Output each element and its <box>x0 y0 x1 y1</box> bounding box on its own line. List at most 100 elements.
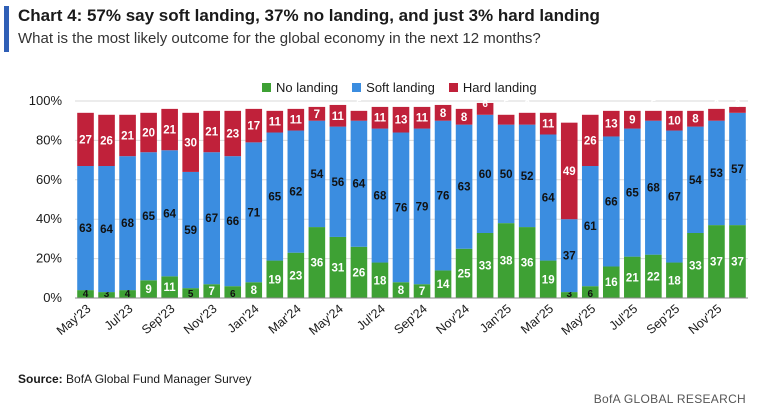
legend-label-no-landing: No landing <box>276 80 339 95</box>
legend-swatch-no-landing <box>262 83 271 92</box>
data-label: 26 <box>353 267 366 279</box>
data-label: 19 <box>542 274 555 286</box>
data-label: 3 <box>566 289 572 300</box>
bar-segment-soft-landing <box>308 120 326 228</box>
bar-segment-no-landing <box>329 236 347 298</box>
bar-segment-no-landing <box>581 286 599 298</box>
source-note: Source: BofA Global Fund Manager Survey <box>18 372 251 386</box>
data-label: 7 <box>209 286 215 298</box>
data-label: 8 <box>440 108 447 120</box>
data-label: 6 <box>482 99 488 110</box>
bar-segment-no-landing <box>624 256 641 298</box>
x-tick-label: Nov'23 <box>181 302 220 338</box>
bar-segment-hard-landing <box>729 106 746 113</box>
legend-item-hard-landing: Hard landing <box>448 80 537 95</box>
data-label: 4 <box>125 289 131 300</box>
bar-segment-hard-landing <box>182 112 199 172</box>
bar-segment-no-landing <box>266 260 284 298</box>
bar-segment-no-landing <box>119 290 136 298</box>
legend-swatch-soft-landing <box>352 83 362 92</box>
bar-segment-hard-landing <box>518 112 536 125</box>
bar-segment-hard-landing <box>539 112 557 135</box>
bar-segment-soft-landing <box>266 132 284 261</box>
data-label: 21 <box>121 130 134 142</box>
bar-segment-soft-landing <box>729 112 746 226</box>
bar-segment-soft-landing <box>245 142 263 283</box>
x-tick-label: May'25 <box>559 302 599 338</box>
data-label: 54 <box>689 175 702 187</box>
y-tick-label: 100% <box>29 93 63 108</box>
data-label: 52 <box>521 171 534 183</box>
legend-label-soft-landing: Soft landing <box>366 80 435 95</box>
data-label: 67 <box>205 213 218 225</box>
bar-segment-no-landing <box>539 260 557 298</box>
bar-segment-no-landing <box>455 248 473 298</box>
data-label: 23 <box>289 270 302 282</box>
bar-segment-hard-landing <box>224 110 242 157</box>
bar-segment-soft-landing <box>182 171 199 289</box>
chart-legend: No landing Soft landing Hard landing <box>262 80 537 95</box>
x-tick-label: Nov'24 <box>433 302 472 338</box>
bar-segment-no-landing <box>245 282 263 298</box>
data-label: 57 <box>731 164 744 176</box>
bar-segment-hard-landing <box>476 102 494 115</box>
data-label: 11 <box>164 282 177 294</box>
data-label: 71 <box>247 207 260 219</box>
y-tick-label: 60% <box>36 172 62 187</box>
data-label: 64 <box>100 224 113 236</box>
bar-segment-hard-landing <box>455 108 473 125</box>
data-label: 18 <box>374 275 387 287</box>
data-label: 7 <box>314 109 320 121</box>
data-label: 18 <box>668 275 681 287</box>
bar-segment-no-landing <box>77 290 94 298</box>
bar-segment-hard-landing <box>140 112 157 153</box>
legend-item-no-landing: No landing <box>262 80 338 95</box>
data-label: 64 <box>163 208 176 220</box>
data-label: 8 <box>251 285 258 297</box>
data-label: 6 <box>587 289 593 300</box>
data-label: 68 <box>374 191 387 203</box>
x-tick-label: Sep'23 <box>139 302 178 338</box>
bar-segment-soft-landing <box>687 126 704 233</box>
bar-segment-no-landing <box>434 270 452 298</box>
data-label: 21 <box>163 125 176 137</box>
x-tick-label: May'23 <box>54 302 94 338</box>
bar-segment-soft-landing <box>287 130 305 253</box>
bar-segment-soft-landing <box>98 166 115 293</box>
bar-segment-no-landing <box>476 232 494 298</box>
bar-segment-no-landing <box>224 286 242 298</box>
bar-segment-hard-landing <box>266 110 284 133</box>
data-label: 5 <box>651 99 657 110</box>
bar-segment-soft-landing <box>161 150 178 277</box>
chart-title: Chart 4: 57% say soft landing, 37% no la… <box>18 6 600 25</box>
data-label: 65 <box>268 192 281 204</box>
data-label: 36 <box>521 258 534 270</box>
bar-segment-hard-landing <box>645 110 662 121</box>
data-label: 62 <box>289 187 302 199</box>
bar-segment-soft-landing <box>413 128 431 285</box>
data-label: 66 <box>226 216 239 228</box>
data-label: 11 <box>269 117 282 129</box>
bar-segment-soft-landing <box>518 124 536 228</box>
data-label: 26 <box>584 135 597 147</box>
bar-segment-soft-landing <box>329 126 347 237</box>
data-label: 27 <box>79 134 92 146</box>
data-label: 10 <box>668 116 681 128</box>
x-tick-label: Jul'23 <box>102 302 136 333</box>
bar-segment-hard-landing <box>329 104 347 127</box>
legend-swatch-hard-landing <box>448 83 458 92</box>
bar-segment-no-landing <box>708 225 725 298</box>
bar-segment-no-landing <box>560 292 578 298</box>
legend-item-soft-landing: Soft landing <box>352 80 435 95</box>
bar-segment-soft-landing <box>224 156 242 287</box>
bar-segment-soft-landing <box>645 120 662 255</box>
bar-segment-no-landing <box>392 282 410 298</box>
x-tick-label: Jan'25 <box>477 302 514 336</box>
bar-segment-no-landing <box>203 284 221 298</box>
x-tick-label: Nov'25 <box>686 302 725 338</box>
data-label: 36 <box>310 258 323 270</box>
bar-segment-soft-landing <box>77 166 94 291</box>
data-label: 64 <box>542 193 555 205</box>
bar-segment-no-landing <box>182 288 199 298</box>
